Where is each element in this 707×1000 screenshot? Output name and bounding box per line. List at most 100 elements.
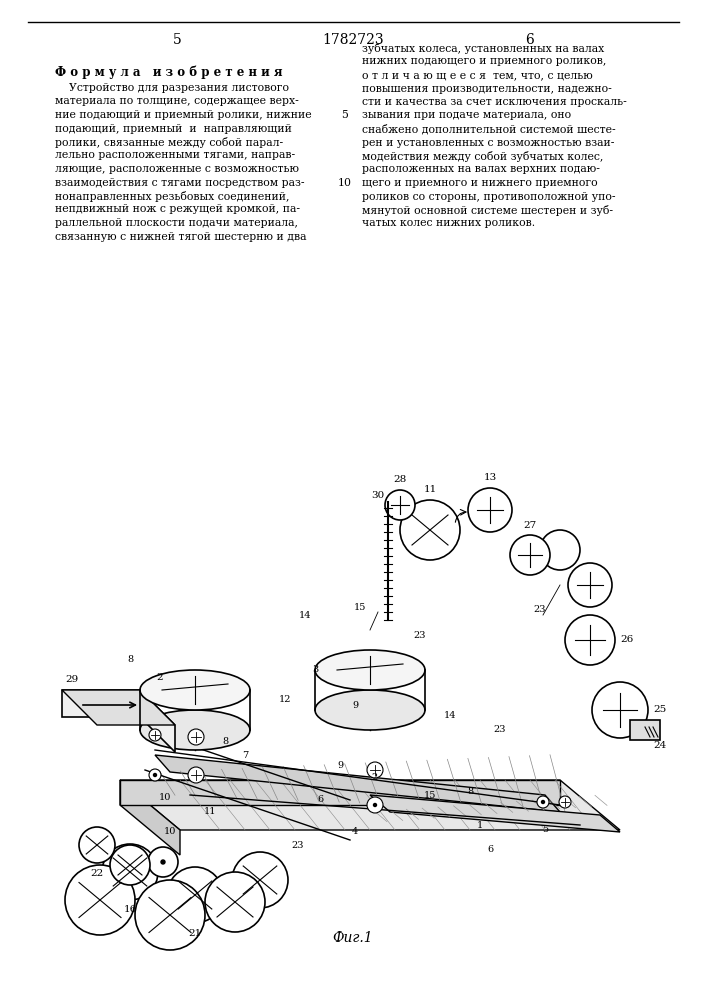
Text: модействия между собой зубчатых колес,: модействия между собой зубчатых колес, (362, 150, 603, 161)
Circle shape (592, 682, 648, 738)
Text: 11: 11 (204, 808, 216, 816)
Circle shape (148, 847, 178, 877)
Text: 3: 3 (312, 666, 318, 674)
Circle shape (232, 852, 288, 908)
Text: 6: 6 (525, 33, 534, 47)
Ellipse shape (140, 670, 250, 710)
Text: 6: 6 (487, 846, 493, 854)
Circle shape (102, 844, 158, 900)
Text: 12: 12 (279, 696, 291, 704)
Circle shape (149, 769, 161, 781)
Text: 11: 11 (423, 486, 437, 494)
Text: ляющие, расположенные с возможностью: ляющие, расположенные с возможностью (55, 164, 299, 174)
Text: повышения производительности, надежно-: повышения производительности, надежно- (362, 84, 612, 94)
Text: 21: 21 (188, 928, 201, 938)
Circle shape (542, 800, 544, 804)
Text: ние подающий и приемный ролики, нижние: ние подающий и приемный ролики, нижние (55, 110, 312, 120)
Circle shape (65, 865, 135, 935)
Text: щего и приемного и нижнего приемного: щего и приемного и нижнего приемного (362, 178, 597, 188)
Polygon shape (120, 780, 620, 830)
Text: Устройство для разрезания листового: Устройство для разрезания листового (55, 83, 289, 93)
Text: о т л и ч а ю щ е е с я  тем, что, с целью: о т л и ч а ю щ е е с я тем, что, с цель… (362, 70, 592, 80)
Text: непдвижный нож с режущей кромкой, па-: непдвижный нож с режущей кромкой, па- (55, 205, 300, 215)
Circle shape (153, 774, 156, 776)
Text: 4: 4 (352, 828, 358, 836)
Polygon shape (120, 780, 560, 805)
Text: сти и качества за счет исключения проскаль-: сти и качества за счет исключения проска… (362, 97, 626, 107)
Text: 6: 6 (317, 796, 323, 804)
Polygon shape (62, 690, 175, 752)
Text: 28: 28 (393, 476, 407, 485)
Circle shape (565, 615, 615, 665)
Text: Ф о р м у л а   и з о б р е т е н и я: Ф о р м у л а и з о б р е т е н и я (55, 65, 283, 79)
Text: 2: 2 (372, 774, 378, 782)
Text: Фиг.1: Фиг.1 (333, 931, 373, 945)
Circle shape (400, 500, 460, 560)
Text: 22: 22 (90, 868, 104, 878)
Circle shape (188, 767, 204, 783)
Circle shape (188, 729, 204, 745)
Text: 15: 15 (423, 790, 436, 800)
Text: зубчатых колеса, установленных на валах: зубчатых колеса, установленных на валах (362, 42, 604, 53)
Text: 13: 13 (484, 474, 496, 483)
Text: 23: 23 (493, 726, 506, 734)
Text: ролики, связанные между собой парал-: ролики, связанные между собой парал- (55, 136, 283, 147)
Circle shape (135, 880, 205, 950)
Text: нонаправленных резьбовых соединений,: нонаправленных резьбовых соединений, (55, 190, 289, 202)
Text: 8: 8 (467, 788, 473, 796)
Text: 7: 7 (242, 750, 248, 760)
Ellipse shape (140, 710, 250, 750)
Text: 5: 5 (173, 33, 182, 47)
Text: 30: 30 (371, 490, 385, 499)
Text: подающий, приемный  и  направляющий: подающий, приемный и направляющий (55, 123, 292, 133)
Ellipse shape (315, 650, 425, 690)
Text: 27: 27 (523, 520, 537, 530)
Text: 1: 1 (477, 820, 483, 830)
Circle shape (373, 804, 377, 806)
Polygon shape (120, 780, 180, 855)
Polygon shape (630, 720, 660, 740)
Circle shape (367, 797, 383, 813)
Text: 26: 26 (620, 636, 633, 645)
Text: 2: 2 (157, 674, 163, 682)
Circle shape (79, 827, 115, 863)
Circle shape (559, 796, 571, 808)
Text: нижних подающего и приемного роликов,: нижних подающего и приемного роликов, (362, 56, 607, 66)
Text: 24: 24 (653, 740, 667, 750)
Text: расположенных на валах верхних подаю-: расположенных на валах верхних подаю- (362, 164, 600, 174)
Text: лельно расположенными тягами, направ-: лельно расположенными тягами, направ- (55, 150, 295, 160)
Circle shape (161, 860, 165, 864)
Text: рен и установленных с возможностью взаи-: рен и установленных с возможностью взаи- (362, 137, 614, 147)
Circle shape (537, 796, 549, 808)
Text: чатых колес нижних роликов.: чатых колес нижних роликов. (362, 219, 535, 229)
Circle shape (367, 762, 383, 778)
Text: 23: 23 (292, 840, 304, 850)
Circle shape (510, 535, 550, 575)
Text: 14: 14 (444, 710, 456, 720)
Polygon shape (155, 755, 560, 812)
Text: 9: 9 (337, 760, 343, 770)
Text: 23: 23 (414, 631, 426, 640)
Text: 9: 9 (352, 700, 358, 710)
Circle shape (385, 490, 415, 520)
Text: 8: 8 (127, 656, 133, 664)
Text: снабжено дополнительной системой шесте-: снабжено дополнительной системой шесте- (362, 124, 616, 134)
Text: 10: 10 (338, 178, 352, 188)
Text: 8: 8 (222, 738, 228, 746)
Text: 16: 16 (124, 906, 136, 914)
Circle shape (110, 845, 150, 885)
Ellipse shape (315, 690, 425, 730)
Text: 10: 10 (164, 828, 176, 836)
Circle shape (568, 563, 612, 607)
Text: 29: 29 (65, 676, 78, 684)
Text: материала по толщине, содержащее верх-: материала по толщине, содержащее верх- (55, 97, 299, 106)
Text: зывания при подаче материала, оно: зывания при подаче материала, оно (362, 110, 571, 120)
Polygon shape (62, 690, 175, 725)
Text: связанную с нижней тягой шестерню и два: связанную с нижней тягой шестерню и два (55, 232, 307, 241)
Text: 10: 10 (159, 794, 171, 802)
Text: мянутой основной системе шестерен и зуб-: мянутой основной системе шестерен и зуб- (362, 205, 613, 216)
Text: раллельной плоскости подачи материала,: раллельной плоскости подачи материала, (55, 218, 298, 228)
Text: взаимодействия с тягами посредством раз-: взаимодействия с тягами посредством раз- (55, 178, 305, 188)
Text: 1782723: 1782723 (322, 33, 384, 47)
Circle shape (468, 488, 512, 532)
